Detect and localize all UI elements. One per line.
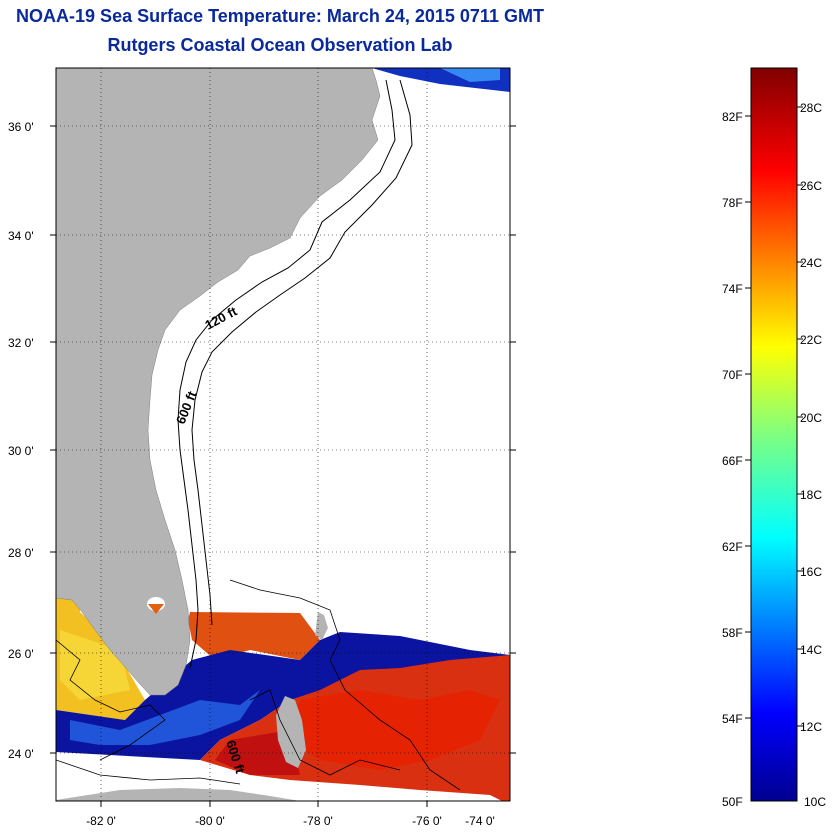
contour-bahamas-2 [249, 689, 401, 776]
colorbar-f-78: 78F [722, 196, 743, 210]
lat-label-30: 30 0' [8, 444, 34, 458]
colorbar-c-20: 20C [800, 411, 822, 425]
lat-label-36: 36 0' [8, 120, 34, 134]
map-frame [55, 67, 511, 802]
colorbar-f-58: 58F [722, 626, 743, 640]
colorbar [750, 67, 798, 802]
lon-label-78: -78 0' [303, 814, 333, 828]
land-southeast-us [56, 68, 381, 696]
sst-swath-north-warm [440, 68, 500, 82]
lon-label-80: -80 0' [195, 814, 225, 828]
colorbar-c-12: 12C [800, 720, 822, 734]
land-cuba [56, 788, 300, 801]
colorbar-f-62: 62F [722, 540, 743, 554]
lat-label-32: 32 0' [8, 336, 34, 350]
colorbar-c-26: 26C [800, 179, 822, 193]
colorbar-c-10: 10C [804, 795, 826, 809]
contour-bahamas [229, 579, 461, 791]
colorbar-f-66: 66F [722, 454, 743, 468]
lake-okeechobee-sst [148, 604, 164, 614]
map-ticks [50, 125, 516, 807]
contour-120ft [177, 79, 396, 669]
lon-label-74: -74 0' [465, 814, 495, 828]
lat-label-26: 26 0' [8, 647, 34, 661]
map-plot: 120 ft 600 ft 600 ft [56, 68, 510, 801]
colorbar-f-54: 54F [722, 712, 743, 726]
colorbar-c-28: 28C [800, 101, 822, 115]
lat-label-28: 28 0' [8, 546, 34, 560]
lon-label-82: -82 0' [86, 814, 116, 828]
colorbar-c-24: 24C [800, 256, 822, 270]
colorbar-c-14: 14C [800, 643, 822, 657]
colorbar-c-18: 18C [800, 488, 822, 502]
colorbar-f-82: 82F [722, 110, 743, 124]
map-title: NOAA-19 Sea Surface Temperature: March 2… [16, 6, 544, 26]
colorbar-c-16: 16C [800, 565, 822, 579]
lat-label-34: 34 0' [8, 229, 34, 243]
colorbar-f-70: 70F [722, 368, 743, 382]
colorbar-c-22: 22C [800, 333, 822, 347]
colorbar-f-50: 50F [722, 795, 743, 809]
land-andros [276, 696, 306, 768]
lon-label-76: -76 0' [412, 814, 442, 828]
colorbar-ticks [745, 106, 803, 727]
contour-gulf [56, 639, 166, 761]
colorbar-f-74: 74F [722, 282, 743, 296]
map-subtitle: Rutgers Coastal Ocean Observation Lab [107, 35, 453, 55]
contour-gulf-2 [56, 759, 241, 785]
sst-swath-gulfstream [188, 612, 320, 660]
contour-600ft [191, 79, 413, 626]
lat-label-24: 24 0' [8, 747, 34, 761]
sst-swath-cold-patches [70, 690, 260, 745]
